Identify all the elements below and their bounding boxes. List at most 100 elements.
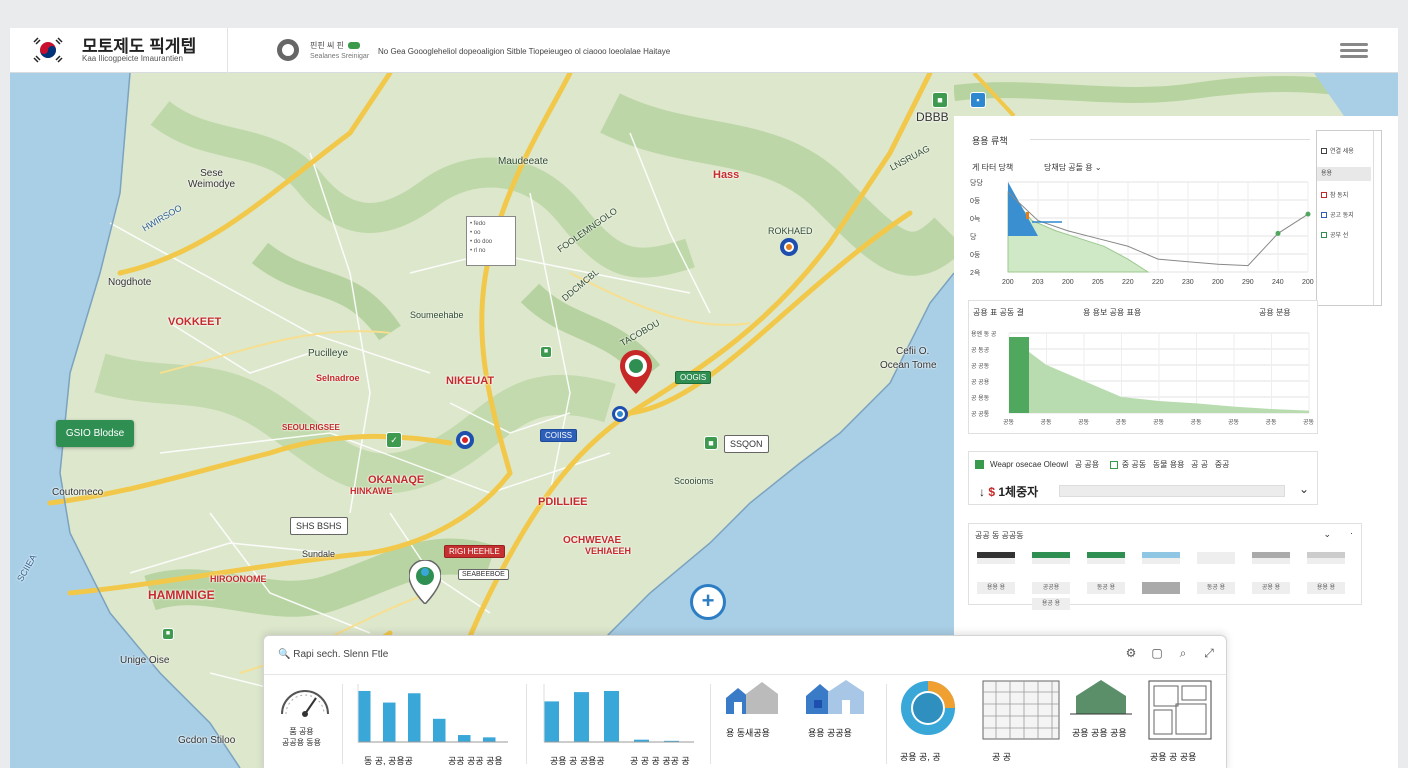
map-location-dot-icon[interactable] (612, 406, 628, 422)
table-marker (1307, 552, 1345, 558)
y-tick-label: 공 공용 (971, 379, 990, 386)
housing-tile[interactable]: 공용 공용 공용 (1070, 680, 1140, 768)
line-series (1007, 191, 1309, 267)
x-tick-label: 공동 (1078, 419, 1090, 426)
map-location-dot-icon[interactable] (456, 431, 474, 449)
map-place-tag[interactable]: SEABEEBOE (458, 569, 509, 580)
map-place-tag[interactable]: COIISS (540, 429, 578, 442)
map-label: NIKEUAT (446, 375, 495, 387)
x-tick-label: 220 (1152, 279, 1164, 286)
map-place-tag[interactable]: SSQON (724, 435, 769, 453)
hamburger-menu-icon[interactable] (1340, 40, 1368, 60)
house-icon (726, 682, 778, 714)
floorplan-tile[interactable]: 공용 공 공용 (1148, 680, 1218, 768)
map-action-button[interactable]: GSIO Blodse (56, 420, 134, 447)
bar-chart-tile[interactable]: 공용 공 공용공 공 공 공 공공 공 (534, 680, 704, 768)
layer-item[interactable]: 용용 (1317, 167, 1371, 181)
search-input[interactable]: 🔍 Rapi sech. Slenn Ftle (278, 649, 389, 660)
y-tick-label: 2윽 (970, 269, 981, 277)
bar-chart-tile[interactable]: 동 공, 공용공 공공 공공 공용 (348, 680, 518, 768)
map-label: Scooioms (674, 476, 714, 486)
header-mini-sub: Sealanes Sreinigar (310, 53, 370, 60)
table-title: 공공 동 공공동 (975, 531, 1024, 540)
map-label: DBBB (916, 110, 949, 124)
map-label: Nogdhote (108, 277, 152, 288)
x-tick-label: 공동 (1228, 419, 1240, 426)
price-filter[interactable]: ↓ $ 1체중자 (979, 485, 1039, 499)
gauge-tile[interactable]: 품 공용 공공용 동용 (276, 680, 342, 768)
add-location-button[interactable]: + (690, 584, 726, 620)
x-tick-label: 공동 (1303, 419, 1315, 426)
header-mini-label: 핀핀 씨 핀 (310, 40, 360, 51)
map-location-dot-icon[interactable] (780, 238, 798, 256)
map-poi-icon[interactable]: ■ (162, 628, 174, 640)
table-cell[interactable]: 동공 용 (1087, 582, 1125, 594)
map-place-tag[interactable]: SHS BSHS (290, 517, 348, 535)
filter-row[interactable]: Weapr osecae Oleowl 공 공용 중 공동 동물 용용 공 공 … (975, 459, 1229, 470)
map-poi-icon[interactable]: ■ (704, 436, 718, 450)
area-highlight (1008, 182, 1038, 236)
settings-icon[interactable]: ⚙ (1125, 646, 1137, 660)
app-subtitle: Kaa Ilicogpeicte Imaurantien (82, 54, 183, 63)
map-canvas[interactable] (10, 73, 954, 768)
bar-mark (358, 690, 371, 742)
map-poi-icon[interactable]: ✓ (386, 432, 402, 448)
chart-title: 용 용보 공용 표용 (1083, 308, 1142, 317)
agency-logo-icon[interactable] (277, 39, 299, 61)
building-tile[interactable]: 공 공 (982, 680, 1062, 768)
map-place-tag[interactable]: RIGI HEEHLE (444, 545, 505, 558)
search-icon[interactable]: ⌕ (1179, 646, 1187, 660)
layer-item[interactable]: 공고 동지 (1317, 209, 1373, 223)
map-poi-icon[interactable]: ■ (932, 92, 948, 108)
map-label: SEOULRIGSEE (282, 423, 340, 432)
table-cell[interactable]: 용용 용 (977, 582, 1015, 594)
table-cell[interactable]: 공용 용 (1252, 582, 1290, 594)
map-label: OKANAQE (368, 474, 425, 486)
expand-icon[interactable]: ⤢ (1204, 646, 1214, 660)
map-pin-icon[interactable] (409, 560, 441, 604)
scrollbar[interactable] (1373, 131, 1381, 305)
chevron-down-icon[interactable]: ⌄ (1298, 482, 1309, 496)
map-label: HINKAWE (350, 486, 393, 496)
divider (1030, 139, 1310, 140)
app-title: 모토제도 픽게텝 (82, 37, 197, 56)
toolbar: ⚙ ▢ ⌕ ⤢ (1124, 646, 1216, 660)
housing-tile[interactable]: 용용 공공용 (804, 680, 874, 768)
donut-tile[interactable]: 공용 공, 공 (900, 680, 966, 768)
panel-title: 용용 류책 (972, 136, 1008, 146)
map-label: Maudeeate (498, 156, 549, 167)
table-cell[interactable] (1142, 582, 1180, 594)
x-tick-label: 공동 (1191, 419, 1203, 426)
table-cell[interactable]: 용공 용 (1032, 598, 1070, 610)
map-poi-icon[interactable]: ▪ (970, 92, 986, 108)
window-icon[interactable]: ▢ (1151, 646, 1163, 660)
table-cell[interactable]: 동공 용 (1197, 582, 1235, 594)
map-label: HIROONOME (210, 574, 267, 584)
close-icon[interactable]: · (1350, 528, 1353, 538)
x-tick-label: 공동 (1266, 419, 1278, 426)
layer-item[interactable]: 연결 세용 (1317, 145, 1373, 159)
layer-item[interactable]: 공부 선 (1317, 229, 1373, 243)
trend-chart-svg: 당당 0둥 0늑당 0둥 2윽 200 203 200 205 220 220 230 200 290 24… (970, 178, 1314, 286)
logo-box: 모토제도 픽게텝 Kaa Ilicogpeicte Imaurantien (10, 28, 228, 73)
table-marker (1087, 552, 1125, 558)
map-popup: • fedo • oo • do doo • rl no (466, 216, 516, 266)
map-label: ROKHAED (768, 226, 813, 236)
bar-mark (1009, 337, 1029, 413)
x-tick-label: 공동 (1116, 419, 1128, 426)
chevron-down-icon[interactable]: ⌄ (1323, 529, 1331, 539)
map-label: Soumeehabe (410, 310, 464, 320)
price-range-slider[interactable] (1059, 485, 1285, 497)
table-cell[interactable]: 용용 용 (1307, 582, 1345, 594)
map-place-tag[interactable]: OOGIS (675, 371, 712, 384)
layer-item[interactable]: 참 동지 (1317, 189, 1373, 203)
table-cell[interactable]: 공공용 (1032, 582, 1070, 594)
map-pin-icon[interactable] (620, 350, 652, 394)
table-marker (1032, 552, 1070, 558)
bar-chart-svg (543, 684, 694, 743)
chart-selector[interactable]: 당채담 공돌 용 ⌄ (1044, 163, 1102, 172)
divider (886, 684, 887, 764)
y-tick-label: 당 (970, 232, 977, 241)
housing-tile[interactable]: 용 동새공용 (724, 680, 790, 768)
map-poi-icon[interactable]: ■ (540, 346, 552, 358)
